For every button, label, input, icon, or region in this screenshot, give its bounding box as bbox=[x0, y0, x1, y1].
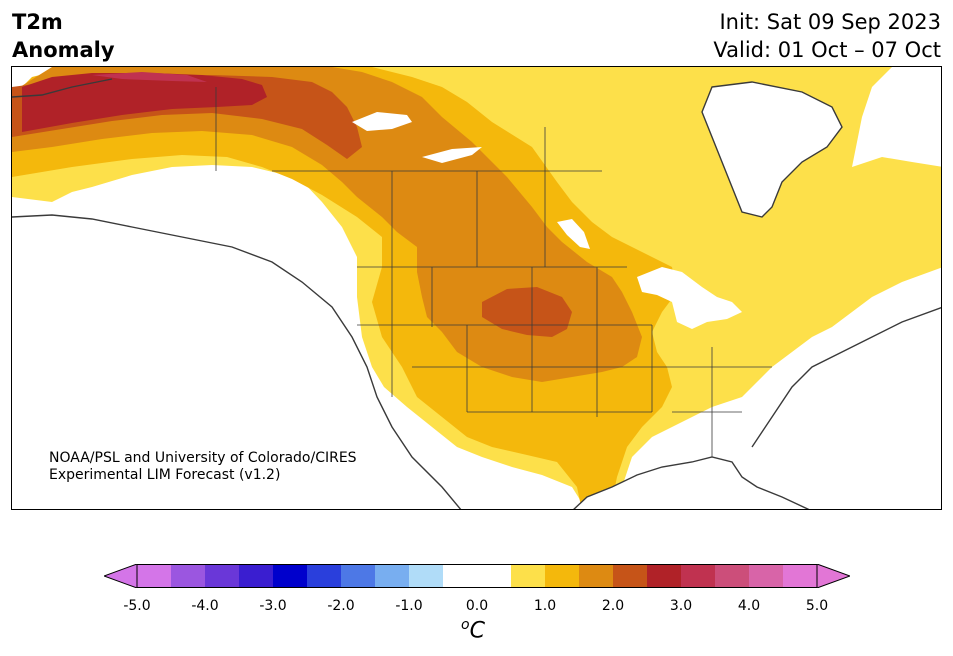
colorbar-segment bbox=[511, 564, 546, 588]
colorbar-ticks: -5.0 -4.0 -3.0 -2.0 -1.0 0.0 1.0 2.0 3.0 4.0 5.0 bbox=[0, 598, 953, 618]
pacific-ocean bbox=[12, 215, 461, 509]
colorbar-tick-label: -1.0 bbox=[395, 598, 423, 614]
colorbar-segment bbox=[783, 564, 818, 588]
colorbar-tick-label: -5.0 bbox=[123, 598, 151, 614]
colorbar-segment bbox=[749, 564, 784, 588]
region-2.5 bbox=[22, 73, 267, 132]
map-canvas bbox=[12, 67, 941, 509]
gulf-of-mexico bbox=[574, 457, 808, 509]
colorbar-segment bbox=[341, 564, 376, 588]
anomaly-map: NOAA/PSL and University of Colorado/CIRE… bbox=[11, 66, 942, 510]
colorbar-segment bbox=[375, 564, 410, 588]
colorbar-tick-label: 5.0 bbox=[805, 598, 829, 614]
region-2.0-plains bbox=[482, 287, 572, 337]
colorbar-segment bbox=[137, 564, 172, 588]
colorbar-tick-label: 4.0 bbox=[737, 598, 761, 614]
colorbar-segment bbox=[205, 564, 240, 588]
colorbar-under-arrow bbox=[104, 564, 138, 588]
unit-letter: C bbox=[469, 618, 485, 644]
atlantic-north bbox=[852, 67, 941, 167]
credit-line-2: Experimental LIM Forecast (v1.2) bbox=[49, 467, 281, 483]
region-1.0 bbox=[12, 67, 677, 509]
coastlines bbox=[12, 78, 941, 509]
valid-period: Valid: 01 Oct – 07 Oct bbox=[713, 38, 941, 62]
colorbar-frame bbox=[136, 564, 818, 588]
colorbar-segment bbox=[477, 564, 512, 588]
credit-text: NOAA/PSL and University of Colorado/CIRE… bbox=[49, 450, 357, 484]
boundary-lines bbox=[215, 87, 772, 457]
hudson-bay bbox=[702, 82, 842, 217]
map-title: T2m Anomaly bbox=[12, 8, 115, 64]
colorbar bbox=[104, 564, 850, 588]
great-lakes bbox=[637, 267, 742, 329]
colorbar-tick-label: 2.0 bbox=[601, 598, 625, 614]
atlantic-ocean bbox=[752, 307, 941, 509]
lake-great-bear bbox=[352, 112, 412, 131]
colorbar-segment bbox=[715, 564, 750, 588]
colorbar-tick-label: 0.0 bbox=[465, 598, 489, 614]
colorbar-unit: oC bbox=[461, 617, 485, 643]
colorbar-segment bbox=[443, 564, 478, 588]
forecast-dates: Init: Sat 09 Sep 2023 Valid: 01 Oct – 07… bbox=[713, 8, 941, 64]
region-3.0 bbox=[92, 72, 207, 82]
title-variable: T2m bbox=[12, 10, 63, 34]
unit-degree: o bbox=[461, 617, 470, 633]
colorbar-segment bbox=[307, 564, 342, 588]
colorbar-tick-label: -2.0 bbox=[327, 598, 355, 614]
credit-line-1: NOAA/PSL and University of Colorado/CIRE… bbox=[49, 450, 357, 466]
colorbar-tick-label: 1.0 bbox=[533, 598, 557, 614]
title-kind: Anomaly bbox=[12, 38, 115, 62]
colorbar-segment bbox=[579, 564, 614, 588]
colorbar-segment bbox=[545, 564, 580, 588]
colorbar-segment bbox=[647, 564, 682, 588]
colorbar-over-arrow bbox=[816, 564, 850, 588]
colorbar-tick-label: 3.0 bbox=[669, 598, 693, 614]
colorbar-tick-label: -3.0 bbox=[259, 598, 287, 614]
colorbar-segment bbox=[273, 564, 308, 588]
colorbar-segment bbox=[239, 564, 274, 588]
init-date: Init: Sat 09 Sep 2023 bbox=[719, 10, 941, 34]
colorbar-segment bbox=[171, 564, 206, 588]
colorbar-tick-label: -4.0 bbox=[191, 598, 219, 614]
colorbar-segment bbox=[409, 564, 444, 588]
lake-winnipeg bbox=[557, 219, 590, 249]
lake-great-slave bbox=[422, 147, 482, 163]
colorbar-segment bbox=[613, 564, 648, 588]
colorbar-segment bbox=[681, 564, 716, 588]
